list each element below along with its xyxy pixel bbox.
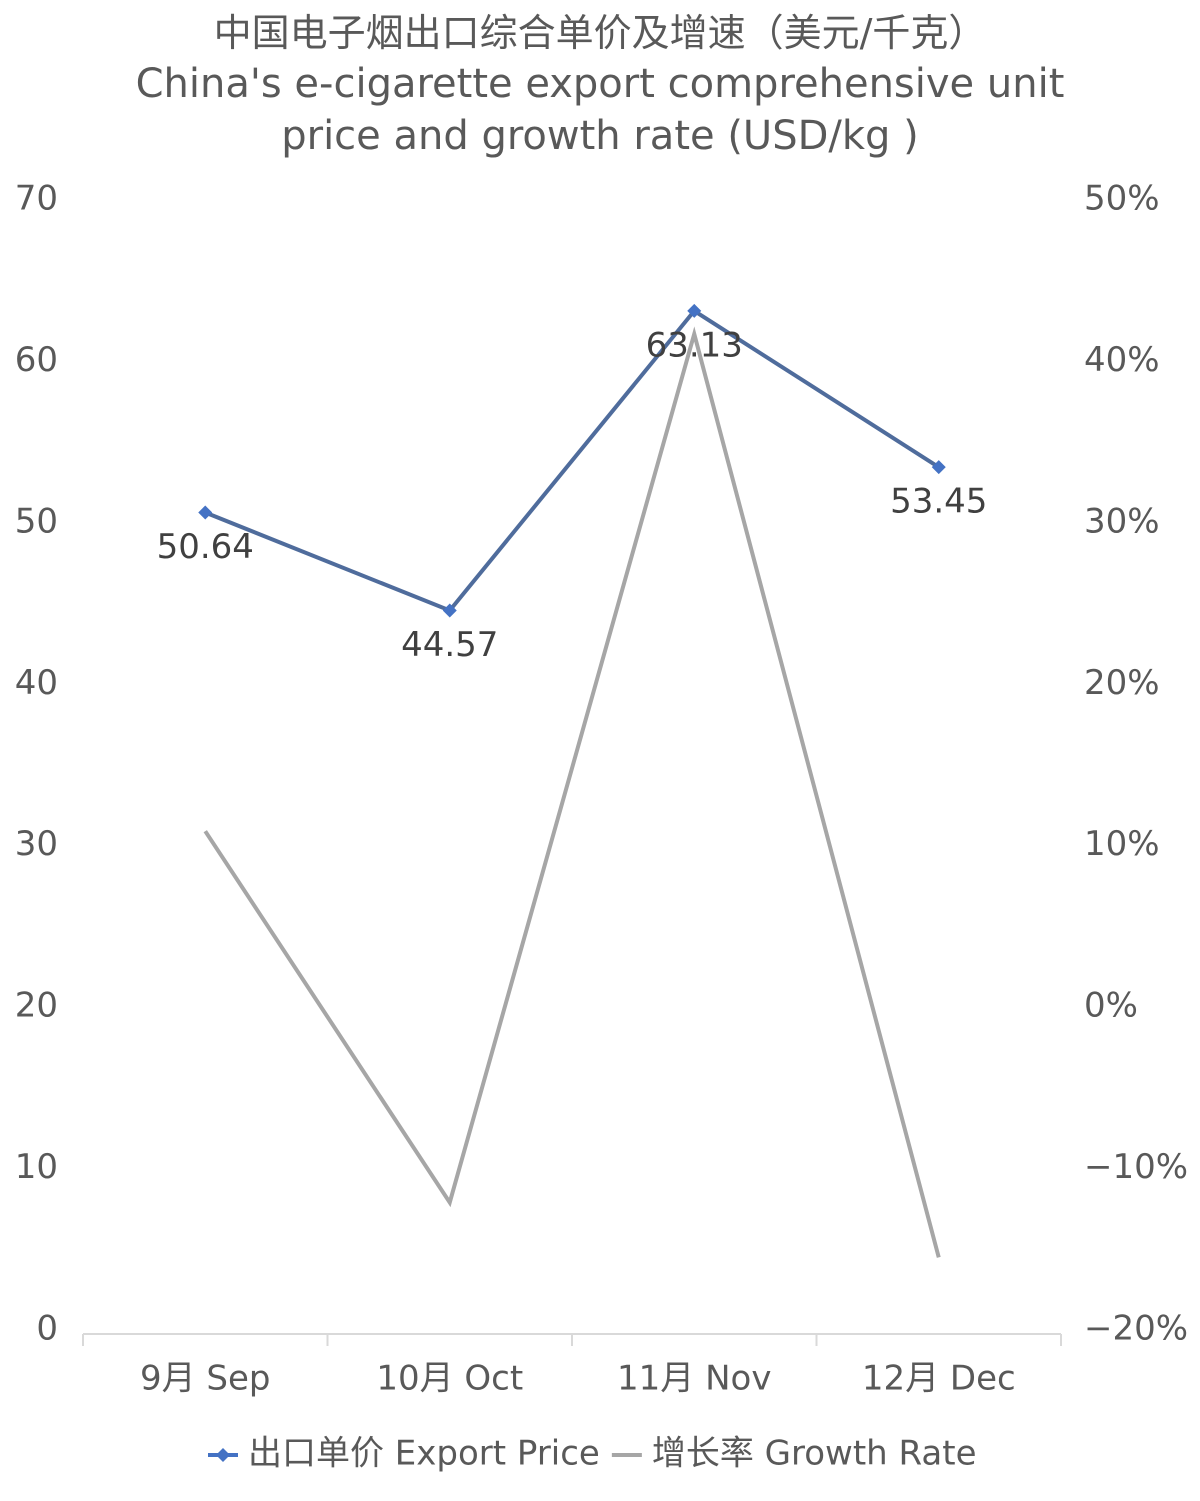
x-tick-label: 12月 Dec <box>862 1359 1016 1399</box>
y-tick-label: 30 <box>15 824 58 864</box>
data-label: 44.57 <box>401 625 498 665</box>
series-line <box>204 308 940 613</box>
y-tick-label: 70 <box>15 179 58 219</box>
y-tick-label: 50 <box>15 501 58 541</box>
series-line <box>203 326 941 1258</box>
data-label: 63.13 <box>646 325 743 365</box>
y-tick-label: 10 <box>15 1147 58 1187</box>
y-tick-label: 60 <box>15 340 58 380</box>
titles: 中国电子烟出口综合单价及增速（美元/千克） China's e-cigarett… <box>0 8 1200 162</box>
y-tick-label: 0 <box>36 1309 58 1349</box>
chart-subtitle: China's e-cigarette export comprehensive… <box>135 61 1065 159</box>
y2-tick-label: 20% <box>1084 663 1160 703</box>
y-tick-label: 20 <box>15 986 58 1026</box>
y2-tick-label: 30% <box>1084 501 1160 541</box>
marker <box>198 505 213 520</box>
y2-tick-label: −20% <box>1084 1309 1188 1349</box>
legend-label: 增长率 Growth Rate <box>652 1434 977 1474</box>
y2-tick-label: 50% <box>1084 179 1160 219</box>
y2-tick-label: 10% <box>1084 824 1160 864</box>
legend-marker <box>216 1448 230 1462</box>
y2-tick-label: −10% <box>1084 1147 1188 1187</box>
y2-tick-label: 0% <box>1084 986 1138 1026</box>
y-tick-label: 40 <box>15 663 58 703</box>
data-label: 53.45 <box>890 482 987 522</box>
x-tick-label: 11月 Nov <box>617 1359 771 1399</box>
x-tick-label: 10月 Oct <box>376 1359 523 1399</box>
marker <box>442 603 457 618</box>
y2-tick-label: 40% <box>1084 340 1160 380</box>
legend-label: 出口单价 Export Price <box>248 1434 600 1474</box>
chart-title: 中国电子烟出口综合单价及增速（美元/千克） <box>213 11 987 55</box>
x-tick-label: 9月 Sep <box>140 1359 271 1399</box>
marker <box>687 303 702 318</box>
data-label: 50.64 <box>157 527 254 567</box>
marker <box>931 460 946 475</box>
